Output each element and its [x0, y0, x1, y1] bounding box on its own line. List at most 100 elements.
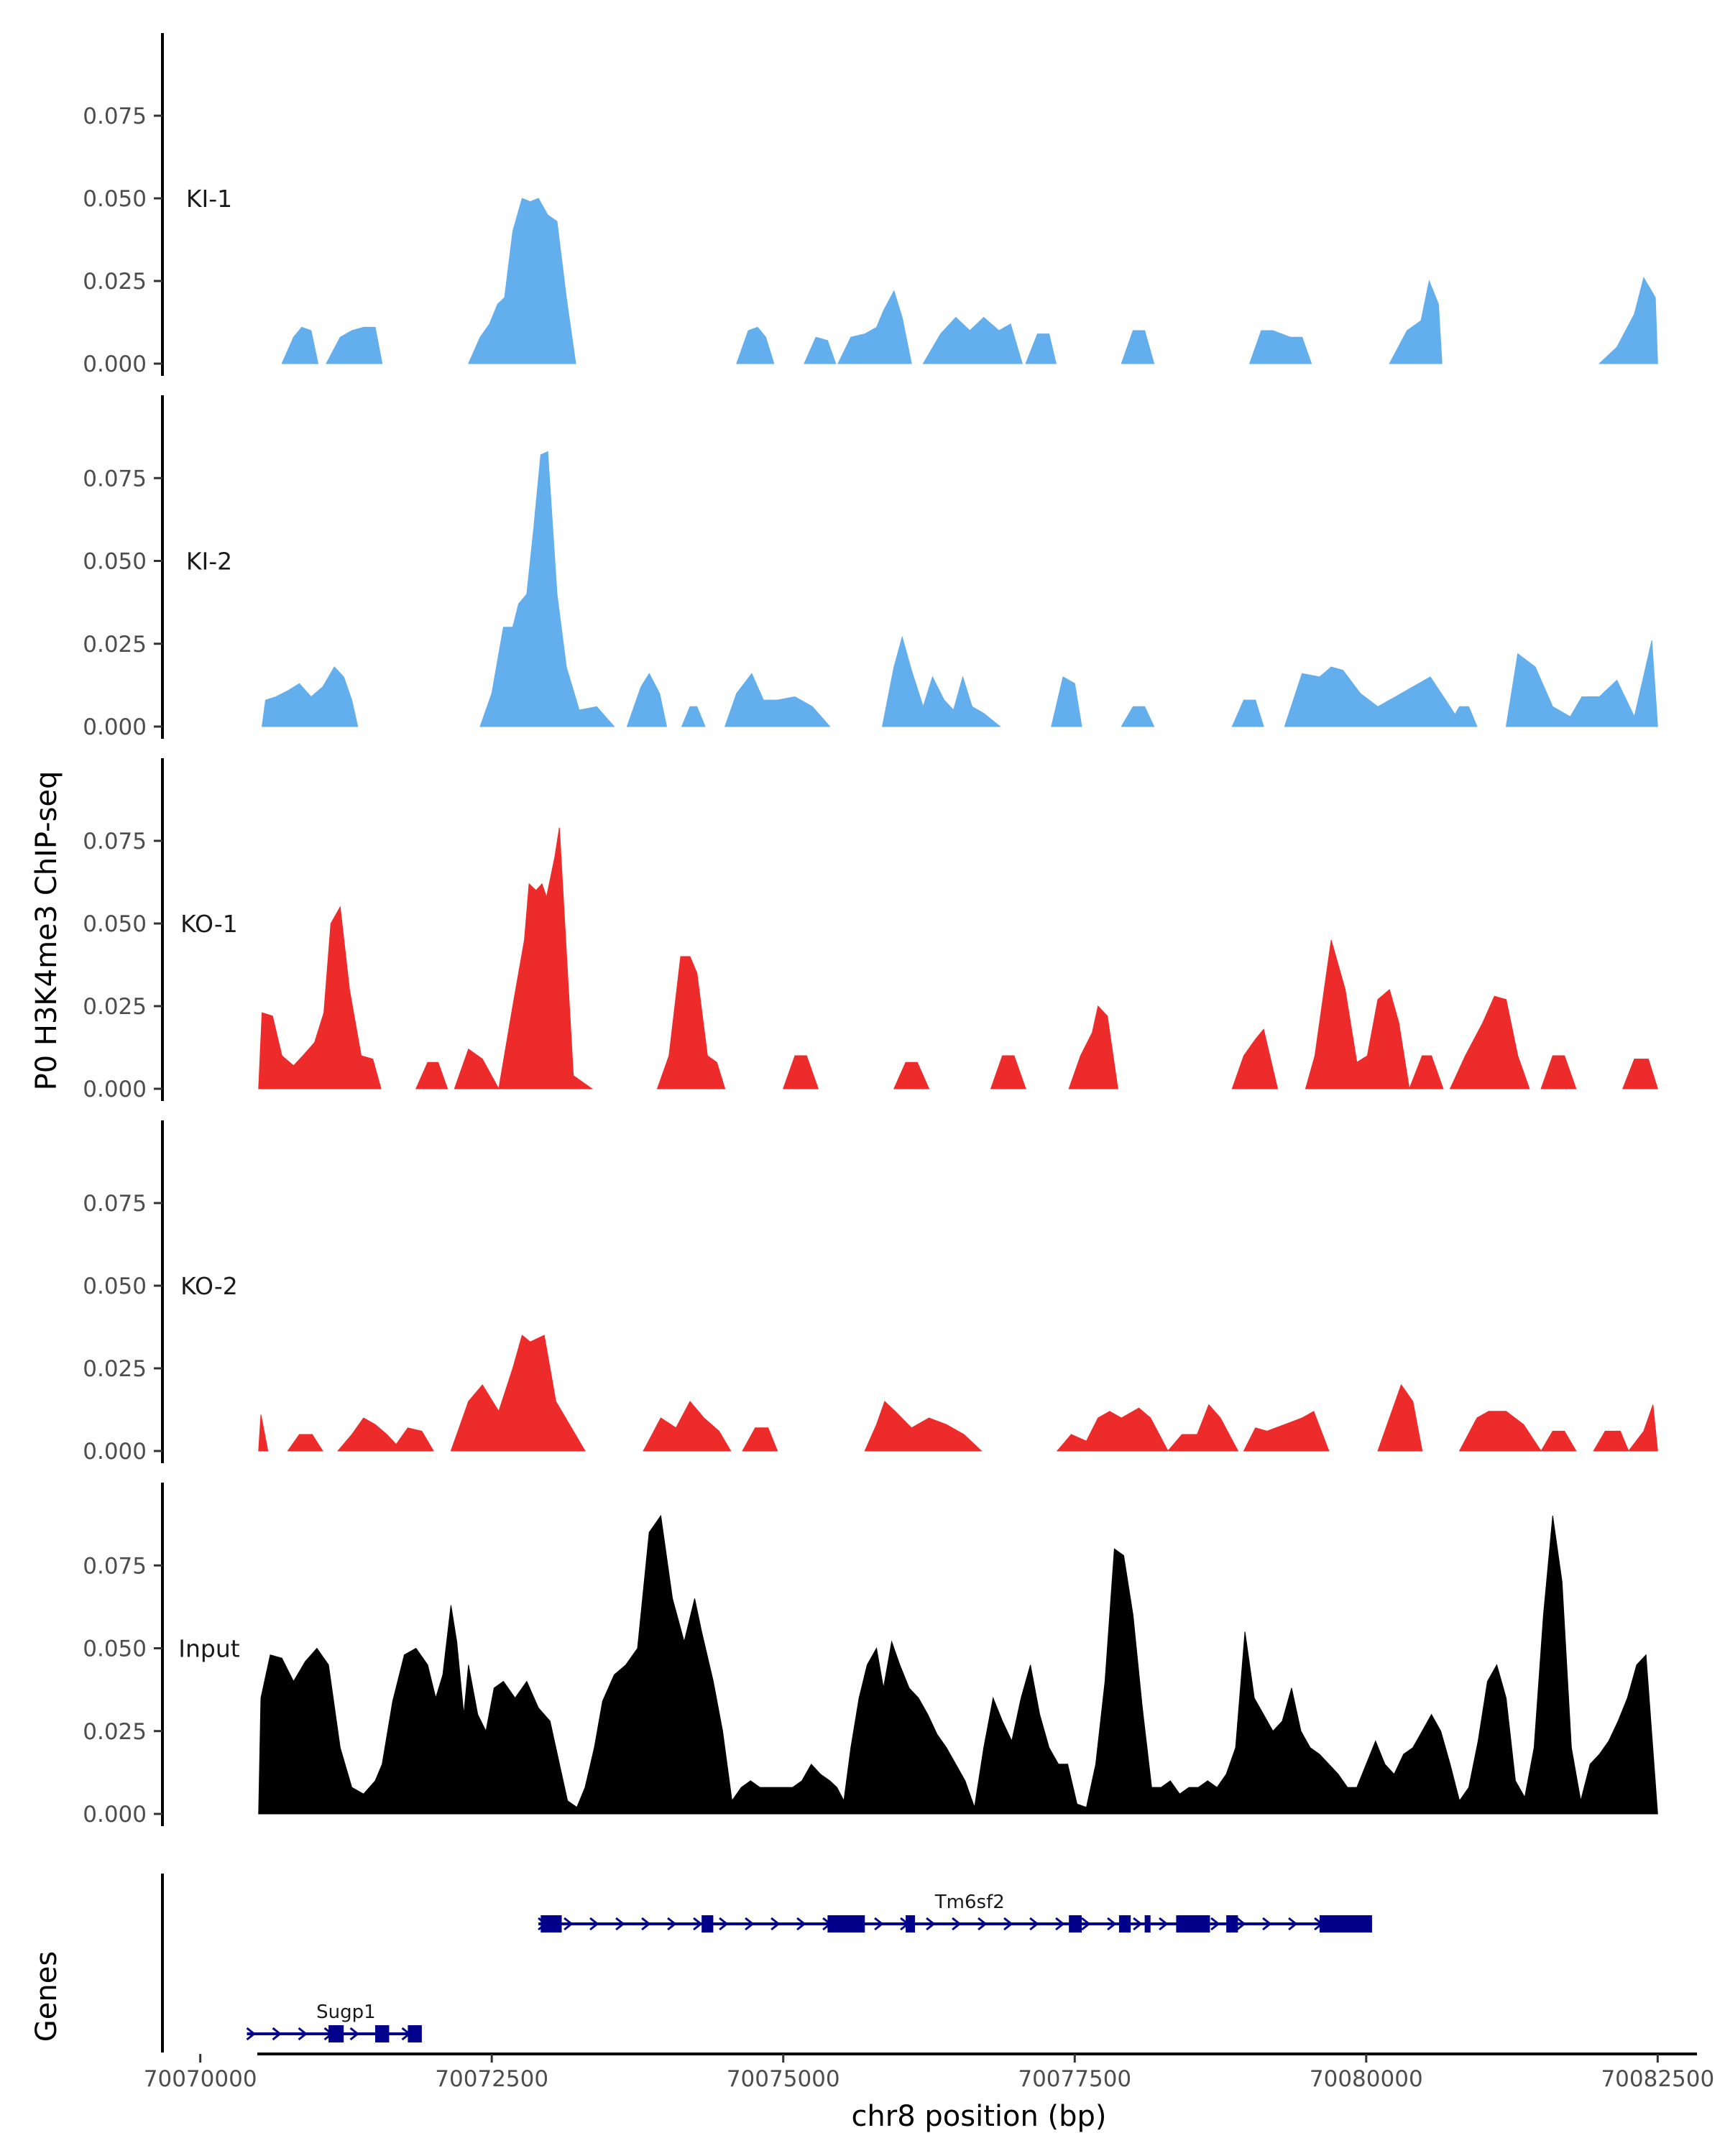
strand-arrow [978, 1917, 988, 1931]
strand-arrow [1236, 1917, 1246, 1931]
y-tick-label: 0.000 [83, 714, 147, 740]
signal-peak [1121, 330, 1155, 364]
strand-arrow [564, 1917, 574, 1931]
signal-peak [1248, 330, 1312, 364]
signal-peak [1598, 277, 1658, 364]
signal-peak [1627, 1404, 1658, 1452]
strand-arrow [693, 1917, 703, 1931]
signal-peak [804, 336, 837, 364]
strand-arrow [349, 2027, 359, 2041]
signal-peak [1622, 1059, 1658, 1089]
y-tick-label: 0.050 [83, 1636, 147, 1662]
signal-peak [258, 906, 382, 1089]
signal-peak [1449, 995, 1530, 1089]
exon [1144, 1915, 1151, 1932]
y-tick-label: 0.000 [83, 1439, 147, 1465]
strand-arrow [745, 1917, 755, 1931]
signal-peak [337, 1417, 434, 1452]
strand-arrow [615, 1917, 625, 1931]
strand-arrow [272, 2027, 282, 2041]
signal-peak [326, 326, 383, 364]
y-tick-label: 0.050 [83, 186, 147, 212]
track-label: KO-1 [180, 910, 238, 938]
signal-peak [736, 326, 775, 364]
signal-peak [1409, 1055, 1444, 1089]
signal-peak [893, 1061, 930, 1089]
strand-arrow [589, 1917, 599, 1931]
y-tick-label: 0.075 [83, 829, 147, 854]
gene-tm6sf2: Tm6sf2 [538, 1892, 1372, 1932]
signal-peak [1167, 1404, 1239, 1452]
exon [1118, 1915, 1131, 1932]
y-tick-label: 0.075 [83, 466, 147, 492]
signal-peak [881, 635, 1001, 727]
signal-peak [1231, 699, 1264, 727]
genes-panel: 70070000 70072500 70075000 70077500 70080000… [144, 1874, 1714, 2092]
exon [702, 1915, 714, 1932]
exon [328, 2025, 344, 2042]
signal-peak [643, 1401, 732, 1452]
exon [408, 2025, 422, 2042]
strand-arrow [1159, 1917, 1169, 1931]
strand-arrow [1133, 1917, 1143, 1931]
strand-arrow [1081, 1917, 1091, 1931]
signal-peak [1121, 706, 1155, 727]
signal-peak [498, 827, 594, 1089]
strand-arrow [719, 1917, 729, 1931]
signal-peak [415, 1061, 448, 1089]
y-tick-label: 0.025 [83, 1719, 147, 1745]
signal-peak [681, 706, 706, 727]
strand-arrow [1029, 1917, 1039, 1931]
strand-arrow [298, 2027, 308, 2041]
strand-arrow [796, 1917, 806, 1931]
strand-arrow [1055, 1917, 1065, 1931]
y-tick-label: 0.000 [83, 1077, 147, 1102]
strand-arrow [1003, 1917, 1013, 1931]
signal-peak [724, 673, 831, 727]
track-label: KI-2 [186, 548, 232, 576]
exon [1226, 1915, 1238, 1932]
track-ko-2: 0.000 0.025 0.050 0.075 KO-2 [83, 1120, 1658, 1465]
signal-peak [258, 1414, 269, 1452]
x-tick-label: 70070000 [144, 2066, 257, 2092]
signal-peak [1540, 1430, 1577, 1452]
strand-arrow [1288, 1917, 1298, 1931]
strand-arrow [770, 1917, 781, 1931]
signal-peak [1389, 280, 1443, 364]
strand-arrow [952, 1917, 962, 1931]
signal-peak [1025, 333, 1057, 364]
signal-peak [1305, 939, 1410, 1089]
y-tick-label: 0.025 [83, 1356, 147, 1382]
x-tick-label: 70077500 [1018, 2066, 1131, 2092]
signal-peak [258, 1514, 1658, 1815]
y-axis-title: P0 H3K4me3 ChIP-seq [30, 771, 63, 1091]
signal-peak [287, 1434, 323, 1452]
strand-arrow [641, 1917, 651, 1931]
signal-peak [837, 290, 912, 364]
genes-axis-title: Genes [30, 1951, 63, 2042]
exon [1319, 1915, 1372, 1932]
exon [374, 2025, 390, 2042]
signal-peak [922, 316, 1023, 364]
y-tick-label: 0.075 [83, 1553, 147, 1579]
gene-sugp1: Sugp1 [246, 2001, 422, 2042]
signal-peak [990, 1055, 1026, 1089]
signal-peak [782, 1055, 819, 1089]
signal-peak [742, 1427, 778, 1452]
track-ko-1: 0.000 0.025 0.050 0.075 KO-1 [83, 758, 1658, 1102]
signal-peak [656, 956, 726, 1089]
strand-arrow [246, 2027, 256, 2041]
signal-peak [450, 1335, 586, 1452]
signal-peak [1540, 1055, 1577, 1089]
exon [1069, 1915, 1082, 1932]
y-tick-label: 0.025 [83, 994, 147, 1020]
track-label: KI-1 [186, 185, 232, 213]
signal-peak [262, 666, 359, 727]
track-label: Input [178, 1635, 240, 1663]
signal-peak [1458, 1411, 1542, 1452]
signal-peak [864, 1401, 983, 1452]
exon [906, 1915, 916, 1932]
strand-arrow [926, 1917, 936, 1931]
y-tick-label: 0.050 [83, 1273, 147, 1299]
strand-arrow [667, 1917, 677, 1931]
